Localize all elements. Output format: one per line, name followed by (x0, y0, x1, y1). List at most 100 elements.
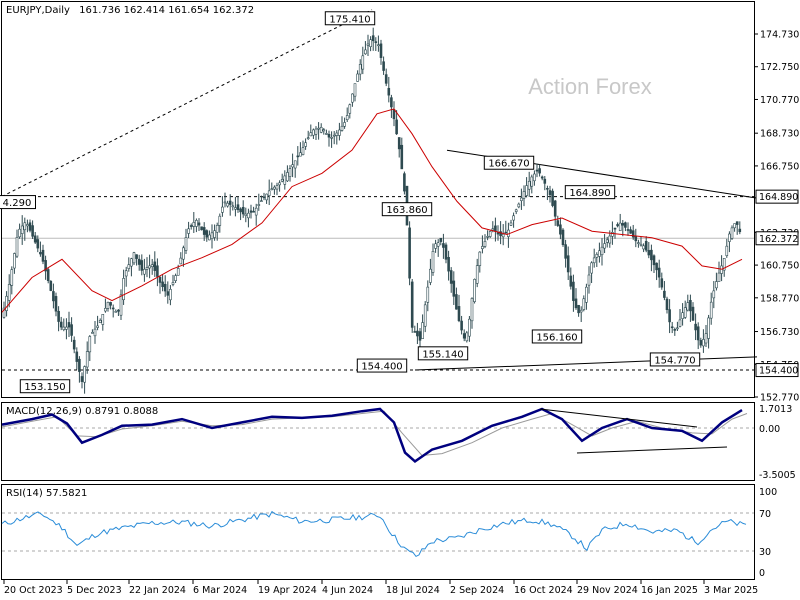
candle-body (174, 275, 177, 281)
candle-body (291, 164, 294, 168)
candle-body (205, 230, 209, 238)
price-panel (1, 1, 755, 398)
candle-body (5, 295, 8, 311)
macd-label: MACD(12,26,9) 0.8791 0.8088 (6, 406, 158, 417)
candle-body (369, 39, 372, 47)
candle-body (226, 202, 229, 207)
candle-body (673, 328, 677, 331)
candle-body (608, 235, 612, 244)
date-tick-label: 18 Jul 2024 (386, 585, 440, 596)
candle-body (36, 239, 40, 249)
candle-body (657, 267, 661, 278)
candle-body (228, 200, 232, 205)
candle-body (252, 210, 255, 213)
candle-body (31, 225, 34, 237)
candle-body (642, 245, 645, 250)
candle-body (598, 250, 601, 257)
price-label: 153.150 (24, 382, 65, 393)
candle-body (522, 191, 526, 199)
candle-body (691, 306, 695, 321)
candle-body (234, 207, 237, 210)
candle-body (265, 193, 268, 201)
candle-body (603, 243, 606, 249)
candle-body (377, 44, 380, 47)
candle-body (296, 155, 300, 158)
candle-body (23, 222, 27, 231)
candle-body (187, 228, 190, 234)
candle-body (504, 231, 508, 234)
candle-body (447, 256, 450, 272)
candle-body (200, 226, 203, 231)
macd-tick-bottom: -3.5005 (759, 470, 796, 481)
axis-value-label: 162.372 (759, 234, 798, 245)
candle-body (585, 286, 588, 303)
price-label-box (324, 11, 376, 26)
candle-body (280, 179, 284, 182)
candle-body (637, 242, 640, 244)
price-label: 164.890 (569, 188, 610, 199)
candle-body (33, 235, 37, 243)
candle-body (364, 49, 367, 55)
price-tick-label: 152.770 (760, 393, 799, 404)
candle-body (683, 307, 687, 318)
candle-body (709, 301, 713, 319)
candle-body (283, 175, 287, 185)
candle-body (130, 258, 133, 267)
candle-body (400, 144, 404, 170)
candle-body (460, 320, 463, 331)
candle-body (10, 269, 14, 286)
candle-body (254, 207, 258, 216)
candle-body (696, 326, 700, 341)
candle-body (452, 280, 456, 297)
candle-body (7, 284, 11, 301)
candle-body (65, 326, 68, 330)
candle-body (106, 301, 110, 309)
candle-body (426, 286, 430, 303)
candle-body (512, 215, 515, 221)
candle-body (306, 137, 310, 139)
macd-lower-trendline (576, 446, 728, 454)
candle-body (80, 376, 84, 382)
candle-body (395, 119, 398, 135)
candle-body (150, 264, 154, 267)
candle-body (551, 190, 554, 206)
candle-body (195, 220, 198, 227)
candle-body (137, 258, 141, 265)
candle-body (257, 204, 261, 206)
candle-body (62, 326, 66, 330)
price-label-box (417, 346, 469, 361)
axis-value-box (755, 189, 799, 204)
price-label-box (381, 202, 433, 217)
price-label-box (649, 352, 701, 367)
candle-body (624, 222, 627, 228)
candle-body (358, 64, 362, 75)
candle-body (556, 220, 560, 226)
candle-body (390, 97, 393, 108)
candle-body (353, 83, 357, 97)
candle-body (559, 224, 562, 235)
candle-body (735, 221, 739, 225)
candle-body (119, 294, 123, 316)
candle-body (738, 228, 742, 233)
candle-body (494, 225, 497, 232)
date-tick-label: 16 Jan 2025 (641, 585, 698, 596)
candle-body (132, 252, 136, 264)
price-tick-label: 168.730 (760, 129, 799, 140)
candle-body (309, 132, 313, 137)
candle-body (548, 190, 552, 196)
candle-body (189, 225, 193, 227)
price-label-box (356, 358, 408, 373)
candle-body (483, 241, 487, 247)
price-label: 163.860 (386, 205, 427, 216)
candle-body (78, 358, 81, 372)
candle-body (351, 93, 354, 103)
candle-body (39, 251, 42, 255)
candle-body (166, 291, 170, 296)
candle-body (665, 298, 669, 311)
price-label: 156.160 (536, 332, 577, 343)
candle-body (57, 310, 60, 322)
candle-body (702, 339, 705, 347)
candle-body (496, 232, 500, 235)
candle-body (481, 246, 484, 250)
candle-body (413, 331, 417, 333)
